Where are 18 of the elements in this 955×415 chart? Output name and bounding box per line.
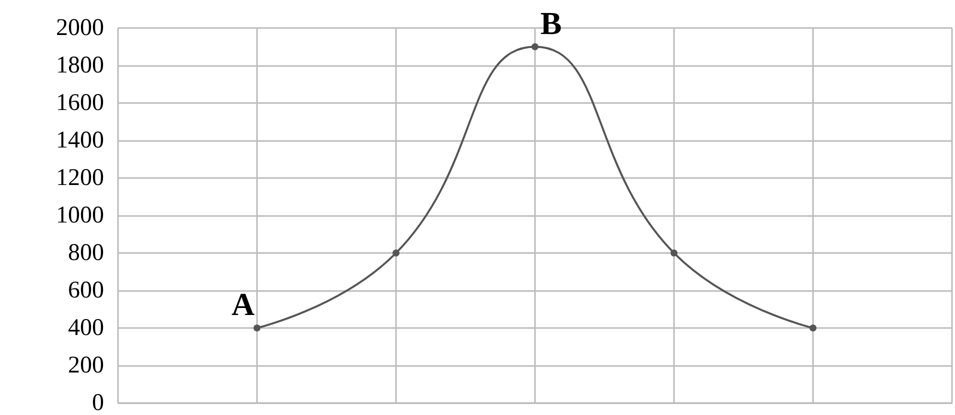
y-tick-label: 0 bbox=[92, 390, 104, 415]
point bbox=[670, 250, 678, 256]
y-tick-label: 1200 bbox=[56, 165, 104, 191]
y-tick-label: 200 bbox=[68, 352, 104, 378]
y-tick-label: 600 bbox=[68, 278, 104, 304]
y-tick-label: 800 bbox=[68, 240, 104, 266]
annotation: B bbox=[540, 4, 562, 41]
point bbox=[392, 250, 400, 256]
annotation: A bbox=[231, 286, 255, 322]
y-tick-label: 1000 bbox=[56, 202, 104, 228]
y-tick-label: 1400 bbox=[56, 128, 104, 154]
point bbox=[810, 324, 816, 332]
y-tick-label: 1600 bbox=[56, 90, 104, 116]
y-tick-label: 400 bbox=[68, 315, 104, 341]
y-tick-label: 1800 bbox=[56, 52, 104, 78]
y-tick-label: 2000 bbox=[56, 15, 104, 41]
point bbox=[532, 43, 538, 50]
point bbox=[254, 324, 260, 332]
